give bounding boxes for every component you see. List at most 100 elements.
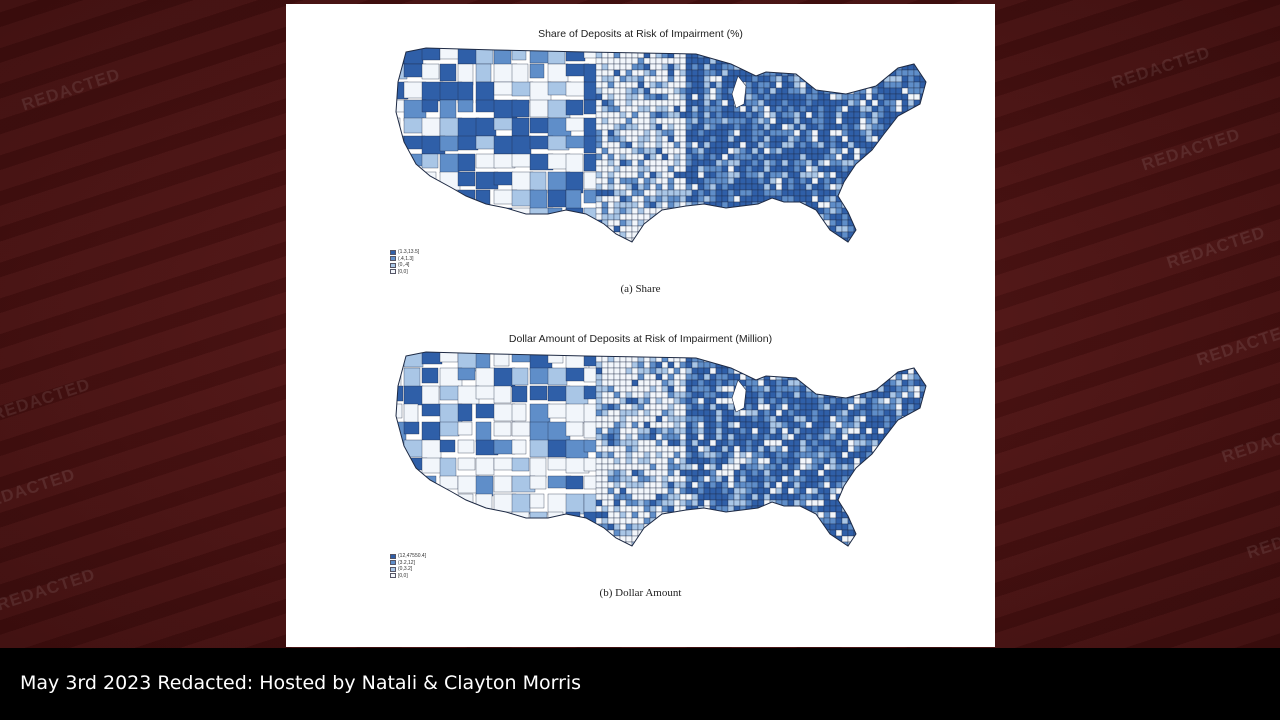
county-cell [631, 111, 639, 119]
watermark-text: REDACTED [1244, 512, 1280, 563]
county-cell [679, 361, 687, 369]
county-cell [889, 403, 897, 411]
county-cell [661, 153, 669, 161]
county-cell [673, 165, 681, 173]
county-cell [907, 171, 915, 179]
county-cell [739, 111, 747, 119]
county-cell [661, 427, 669, 435]
county-cell [691, 225, 699, 233]
county-cell [667, 385, 675, 393]
county-cell [919, 225, 926, 233]
county-cell [715, 51, 723, 59]
county-cell [932, 226, 938, 232]
county-cell [841, 63, 849, 71]
county-cell [901, 129, 909, 137]
county-cell [709, 397, 717, 405]
county-cell [679, 165, 687, 173]
county-cell [907, 69, 915, 77]
county-cell [421, 117, 441, 139]
map-b-title: Dollar Amount of Deposits at Risk of Imp… [508, 333, 773, 345]
county-cell [817, 469, 825, 477]
county-cell [865, 171, 873, 179]
county-cell [601, 415, 609, 423]
county-cell [859, 105, 867, 113]
county-cell [901, 499, 909, 507]
county-cell [811, 535, 819, 543]
county-cell [691, 237, 699, 242]
county-cell [421, 457, 443, 474]
county-cell [890, 548, 896, 554]
county-cell [649, 493, 657, 501]
county-cell [685, 153, 693, 161]
county-cell [421, 225, 445, 242]
county-cell [775, 355, 783, 363]
county-cell [721, 493, 729, 501]
county-cell [824, 548, 830, 554]
county-cell [685, 48, 693, 53]
county-cell [841, 367, 849, 375]
county-cell [601, 541, 609, 546]
county-cell [601, 207, 609, 215]
county-cell [703, 93, 711, 101]
county-cell [913, 201, 921, 209]
county-cell [895, 105, 903, 113]
county-cell [511, 385, 528, 403]
county-cell [679, 93, 687, 101]
county-cell [607, 195, 615, 203]
county-cell [859, 487, 867, 495]
county-cell [715, 493, 723, 501]
county-cell [811, 171, 819, 179]
county-cell [703, 189, 711, 197]
county-cell [769, 207, 777, 215]
county-cell [715, 379, 723, 387]
county-cell [643, 379, 651, 387]
county-cell [637, 493, 645, 501]
county-cell [715, 439, 723, 447]
county-cell [655, 201, 663, 209]
county-cell [661, 195, 669, 203]
county-cell [793, 433, 801, 441]
county-cell [649, 409, 657, 417]
county-cell [643, 237, 651, 242]
county-cell [769, 147, 777, 155]
county-cell [601, 427, 609, 435]
county-cell [799, 177, 807, 185]
county-cell [565, 225, 585, 240]
county-cell [793, 535, 801, 543]
county-cell [781, 487, 789, 495]
county-cell [547, 352, 564, 364]
county-cell [643, 159, 651, 167]
county-cell [583, 225, 607, 242]
county-cell [793, 201, 801, 209]
county-cell [901, 123, 909, 131]
county-cell [613, 159, 621, 167]
county-cell [607, 183, 615, 191]
county-cell [757, 153, 765, 161]
county-cell [811, 147, 819, 155]
county-cell [751, 87, 759, 95]
county-cell [859, 403, 867, 411]
county-cell [721, 445, 729, 453]
county-cell [835, 75, 843, 83]
county-cell [764, 548, 770, 554]
county-cell [847, 105, 855, 113]
county-cell [745, 147, 753, 155]
county-cell [757, 171, 765, 179]
county-cell [901, 421, 909, 429]
county-cell [787, 391, 795, 399]
county-cell [925, 195, 926, 203]
county-cell [871, 391, 879, 399]
county-cell [703, 75, 711, 83]
county-cell [715, 141, 723, 149]
county-cell [625, 415, 633, 423]
county-cell [865, 427, 873, 435]
county-cell [607, 231, 615, 239]
county-cell [595, 445, 603, 453]
county-cell [745, 367, 753, 375]
county-cell [697, 421, 705, 429]
county-cell [841, 81, 849, 89]
county-cell [847, 201, 855, 209]
county-cell [602, 244, 608, 250]
county-cell [704, 244, 710, 250]
county-cell [775, 493, 783, 501]
